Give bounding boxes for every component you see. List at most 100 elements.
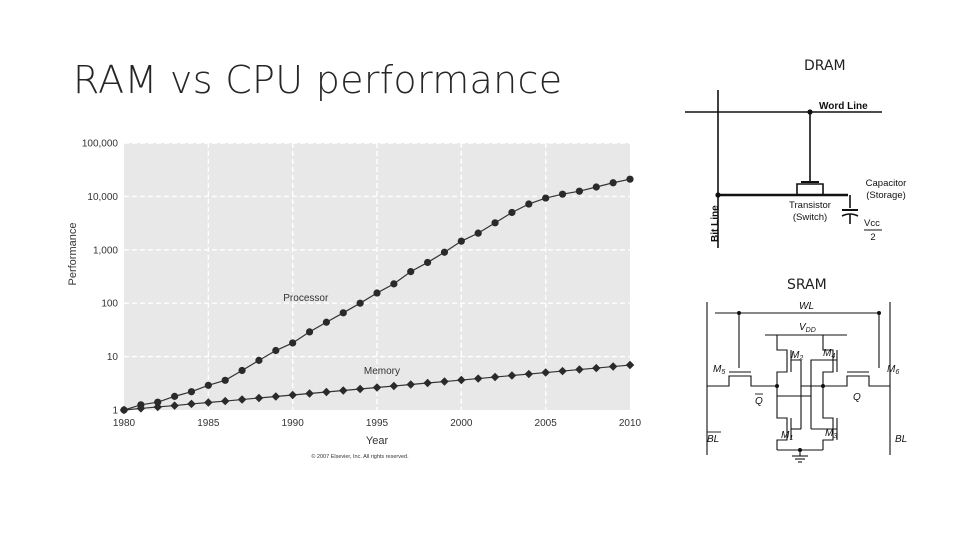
x-tick-label: 2010 — [619, 418, 642, 429]
memory-point — [119, 405, 129, 415]
x-tick-label: 1985 — [197, 418, 220, 429]
right-inverter — [822, 335, 834, 450]
transistor-symbol — [796, 183, 824, 195]
m2-label: M2 — [791, 350, 803, 362]
cross-couple-right — [777, 359, 837, 397]
bit-line-junction — [715, 192, 721, 198]
processor-point — [525, 200, 533, 208]
y-tick-label: 1,000 — [93, 245, 118, 256]
memory-point — [406, 380, 415, 389]
left-inverter — [776, 335, 788, 450]
memory-point — [305, 389, 314, 398]
grid-lines — [124, 142, 630, 410]
processor-point — [356, 299, 364, 307]
memory-point — [457, 375, 466, 385]
word-line-junction — [807, 109, 813, 115]
processor-point — [305, 328, 314, 336]
qbar-label: Q — [755, 396, 763, 407]
memory-point — [423, 378, 432, 388]
wl-label: WL — [799, 301, 814, 312]
m3-label: M3 — [825, 428, 837, 440]
storage-label: (Storage) — [866, 190, 906, 201]
processor-point — [272, 346, 280, 355]
wl-junction-right — [877, 311, 881, 315]
wl-junction-left — [737, 311, 741, 315]
processor-point — [592, 183, 600, 191]
cross-couple-left — [791, 359, 823, 387]
dram-cell-diagram: Word Line Bit Line Transistor (Switch) C… — [685, 90, 907, 248]
memory-point — [153, 402, 162, 412]
vdd-label: VDD — [799, 322, 816, 334]
m6-transistor — [823, 375, 890, 387]
processor-point — [255, 356, 263, 364]
x-tick-label: 2005 — [535, 418, 558, 429]
vcc-denominator: 2 — [870, 232, 875, 243]
y-tick-label: 10,000 — [87, 192, 118, 203]
copyright-note: © 2007 Elsevier, Inc. All rights reserve… — [311, 453, 409, 460]
x-tick-label: 2000 — [450, 418, 473, 429]
processor-point — [221, 376, 229, 384]
y-tick-label: 100 — [101, 299, 118, 310]
processor-point — [238, 366, 246, 375]
processor-point — [558, 190, 567, 198]
y-tick-label: 10 — [107, 352, 119, 363]
processor-point — [626, 175, 634, 183]
processor-point — [424, 258, 432, 267]
bit-line-label: Bit Line — [710, 205, 721, 242]
processor-point — [339, 309, 347, 317]
memory-point — [187, 399, 196, 409]
series-label-memory: Memory — [364, 366, 400, 377]
x-tick-label: 1995 — [366, 418, 389, 429]
memory-point — [575, 365, 584, 374]
q-node — [821, 384, 825, 388]
memory-point — [237, 395, 247, 404]
processor-point — [171, 392, 179, 400]
memory-point — [288, 390, 297, 400]
processor-point — [187, 388, 196, 396]
series-layer: Processor Memory — [119, 175, 635, 415]
processor-point — [322, 318, 330, 326]
memory-point — [322, 387, 331, 397]
x-tick-label: 1980 — [113, 418, 136, 429]
sram-cell-diagram: WL VDD M2 M4 M5 M6 Q Q M1 M3 BL BL — [706, 301, 907, 463]
processor-point — [542, 194, 550, 202]
memory-point — [592, 363, 601, 373]
memory-point — [490, 372, 500, 382]
memory-point — [608, 362, 618, 371]
processor-point — [154, 398, 162, 406]
transistor-label: Transistor — [789, 200, 831, 211]
slide-title: RAM vs CPU performance — [73, 58, 563, 102]
q-label: Q — [853, 392, 861, 403]
memory-point — [440, 377, 449, 386]
capacitor-label: Capacitor — [866, 178, 907, 189]
ground-node — [798, 448, 802, 452]
x-tick-label: 1990 — [282, 418, 305, 429]
sram-label: SRAM — [787, 277, 827, 293]
memory-point — [220, 396, 230, 406]
y-tick-label: 100,000 — [82, 139, 119, 150]
processor-point — [474, 229, 482, 237]
qbar-node — [775, 384, 779, 388]
processor-point — [609, 179, 617, 187]
processor-point — [457, 237, 465, 245]
processor-point — [390, 280, 398, 288]
y-tick-label: 1 — [112, 406, 118, 417]
processor-point — [440, 248, 449, 256]
word-line-label: Word Line — [819, 101, 868, 112]
memory-point — [339, 386, 348, 395]
memory-point — [507, 371, 517, 380]
switch-label: (Switch) — [793, 212, 827, 223]
processor-point — [289, 339, 297, 347]
m4-label: M4 — [823, 348, 835, 360]
memory-point — [271, 392, 281, 401]
memory-point — [204, 398, 213, 407]
processor-point — [508, 208, 516, 217]
memory-point — [541, 368, 550, 377]
memory-point — [254, 393, 264, 403]
memory-point — [170, 401, 179, 410]
m5-transistor — [707, 375, 777, 387]
m5-label: M5 — [713, 364, 725, 376]
m1-label: M1 — [781, 430, 793, 442]
processor-point — [373, 289, 381, 297]
vcc-label: Vcc — [864, 218, 880, 229]
